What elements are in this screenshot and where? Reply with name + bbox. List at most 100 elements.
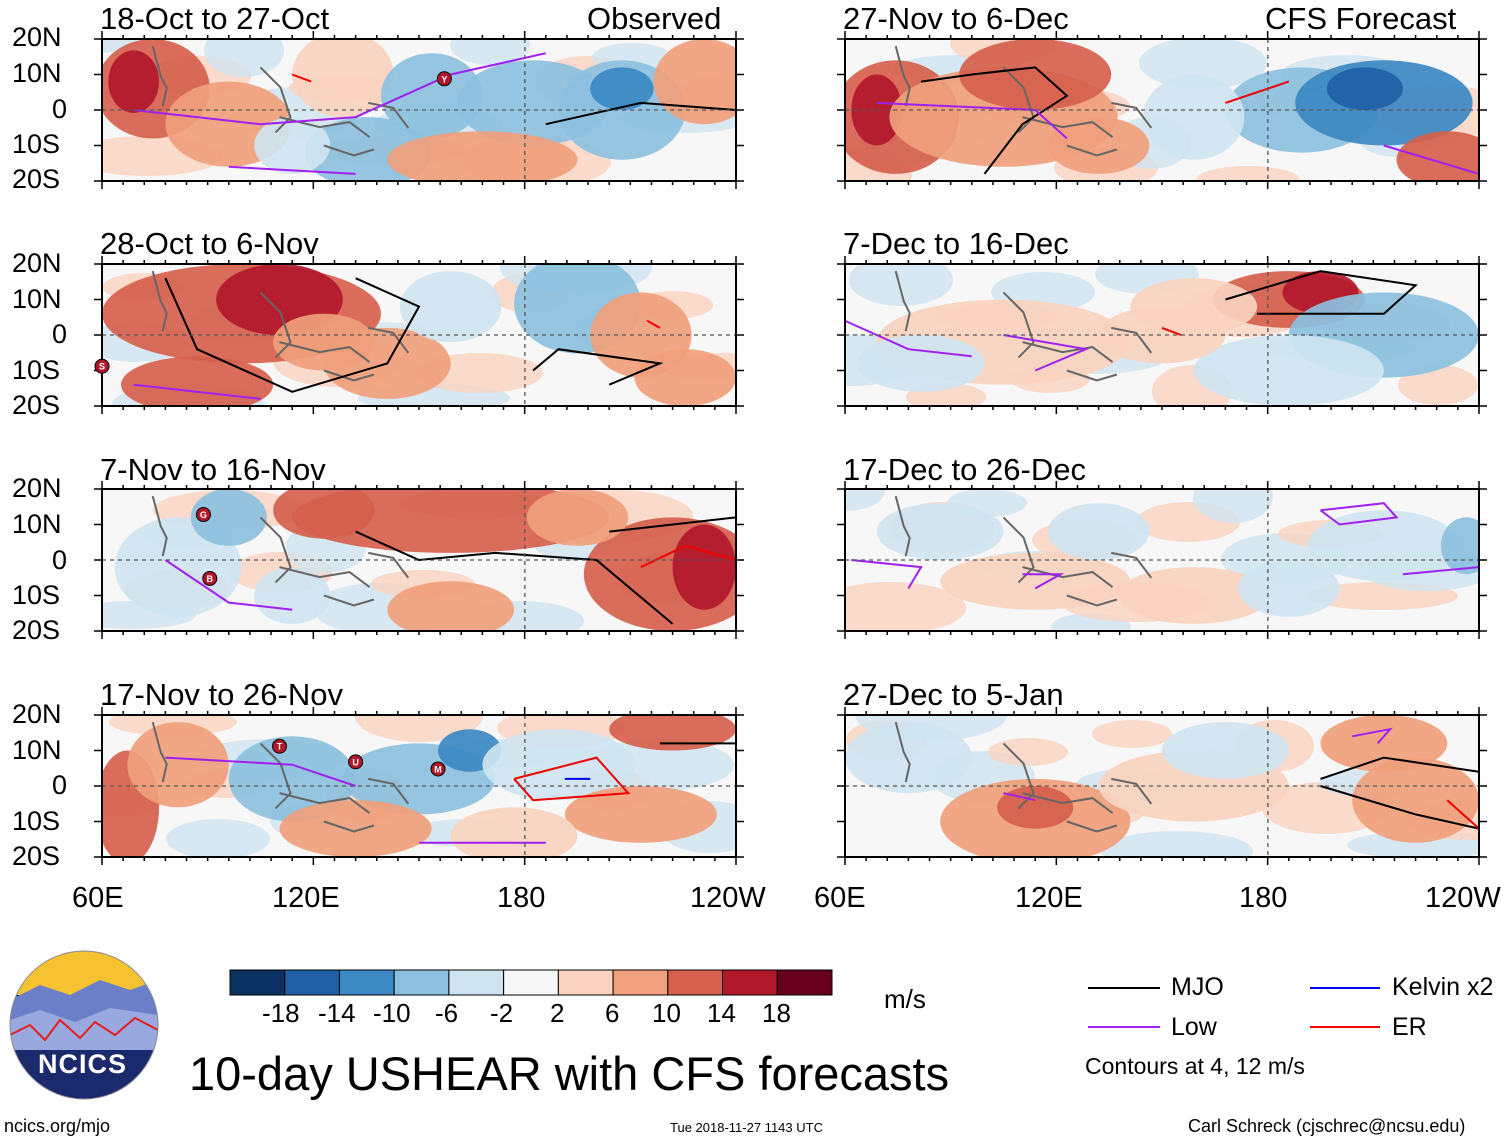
ytick-p4-0: 0 [52,770,68,800]
colorbar-swatch [776,969,833,996]
storm-marker: G [195,507,211,523]
contour-low [1003,792,1036,802]
xtick-right-120w: 120W [1425,884,1501,913]
legend-kelvin: Kelvin x2 [1392,973,1494,1001]
xtick-right-120e: 120E [1015,882,1083,914]
xtick-right-180: 180 [1239,882,1288,914]
contour-er [291,73,312,83]
colorbar-swatch [338,969,395,996]
shear-anomaly [959,39,1112,110]
colorbar-swatch [667,969,724,996]
map-panel-8 [837,707,1487,865]
shear-anomaly [254,567,331,624]
ytick-p2-10n: 10N [12,284,62,314]
storm-marker: Y [436,71,452,87]
shear-anomaly [1047,503,1150,560]
colorbar-swatch [503,969,559,996]
field-patch [1398,365,1478,405]
storm-label: S [99,362,105,372]
field-patch [845,582,966,631]
contour-low [851,559,923,589]
shear-anomaly [292,39,394,118]
colorbar-swatch [448,969,505,996]
contour-mjo [1320,785,1479,830]
field-patch [988,738,1068,766]
cbar-label-10: 18 [762,998,791,1028]
shear-anomaly [857,335,985,392]
colorbar-swatch [393,969,450,996]
shear-anomaly [845,722,972,794]
shear-anomaly [279,800,432,857]
map-panel-2 [94,256,744,414]
ytick-p1-10n: 10N [12,58,62,88]
shear-anomaly [380,53,483,139]
contour-er [1225,80,1290,104]
contour-mjo [164,277,421,393]
footer-credit: Carl Schreck (cjschrec@ncsu.edu) [1188,1116,1466,1136]
storm-label: M [434,764,442,774]
map-panel-3 [94,481,744,639]
field-patch [1193,489,1273,523]
ytick-p4-10n: 10N [12,735,62,765]
field-patch [849,264,953,306]
units-label: m/s [884,984,926,1014]
ytick-p1-0: 0 [52,94,68,124]
coastline [894,495,1153,607]
coastline [151,45,410,157]
coastline [151,270,410,382]
legend-low: Low [1171,1013,1217,1041]
legend-er: ER [1392,1013,1427,1041]
colorbar-swatch [557,969,614,996]
cbar-label-4: -6 [435,998,459,1028]
field-patch [450,39,530,65]
contour-low [1383,144,1479,175]
coastline [151,721,410,833]
footer-timestamp: Tue 2018-11-27 1143 UTC [670,1120,823,1135]
contour-mjo [1225,270,1418,315]
map-panel-4 [94,707,744,865]
coastline [894,721,1153,833]
panel-title-fcst-1: 27-Nov to 6-Dec [843,1,1069,36]
field-patch [1196,166,1300,181]
colorbar-swatch [229,969,286,996]
shear-anomaly [121,356,274,406]
contour-note: Contours at 4, 12 m/s [1085,1053,1305,1079]
shear-anomaly [1193,335,1384,406]
ytick-p2-0: 0 [52,319,68,349]
shear-anomaly [851,74,903,146]
contour-low [133,383,261,400]
field-patch [1092,720,1172,748]
field-patch [1139,39,1267,89]
contour-er [1446,799,1479,830]
cbar-label-1: -18 [262,998,300,1028]
contour-low [228,165,356,175]
contour-mjo [1320,756,1479,780]
legend-mjo: MJO [1171,973,1224,1001]
shear-anomaly [564,786,717,843]
shear-anomaly [1320,715,1448,772]
shear-anomaly [526,489,629,546]
contour-low [845,319,972,358]
xtick-left-120e: 120E [272,882,340,914]
contour-low [1319,502,1399,526]
colorbar-swatch [612,969,669,996]
field-patch [1101,831,1253,857]
contour-mjo [532,348,664,386]
shear-anomaly [558,60,686,160]
shear-anomaly [114,517,242,617]
field-patch [204,39,284,77]
ytick-p2-20s: 20S [12,390,61,420]
ytick-p3-10s: 10S [12,580,61,610]
ytick-p3-10n: 10N [12,509,62,539]
panel-title-obs-4: 17-Nov to 26-Nov [100,677,343,712]
xtick-right-60e: 60E [814,882,866,914]
ytick-p4-10s: 10S [12,806,61,836]
ytick-p2-20n: 20N [12,248,62,278]
cbar-label-8: 10 [652,998,681,1028]
storm-label: B [207,574,214,584]
shear-anomaly [399,271,502,343]
cbar-label-3: -10 [373,998,411,1028]
colorbar-swatch [722,969,778,996]
